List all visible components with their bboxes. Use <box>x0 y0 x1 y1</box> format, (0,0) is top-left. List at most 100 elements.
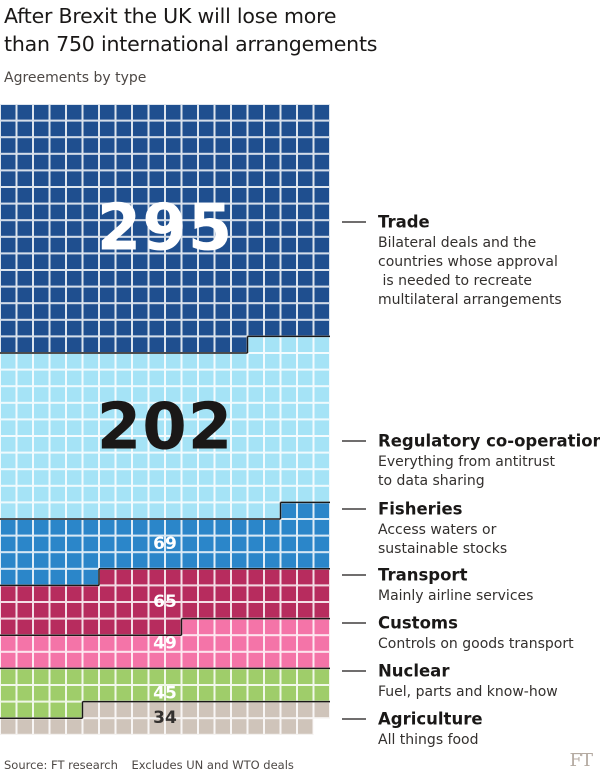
waffle-cell-trade <box>198 319 215 337</box>
waffle-cell-trade <box>132 303 149 320</box>
waffle-cell-fisheries <box>247 552 264 569</box>
waffle-cell-trade <box>198 303 215 320</box>
category-name: Customs <box>378 614 458 633</box>
waffle-cell-trade <box>16 120 33 138</box>
waffle-cell-regulatory-co-operation <box>198 485 215 503</box>
waffle-cell-transport <box>231 568 248 586</box>
waffle-cell-fisheries <box>132 552 149 569</box>
waffle-cell-transport <box>132 585 149 602</box>
waffle-cell-regulatory-co-operation <box>264 369 281 387</box>
waffle-cell-transport <box>0 585 17 602</box>
waffle-cell-regulatory-co-operation <box>33 502 50 519</box>
waffle-cell-regulatory-co-operation <box>49 402 66 420</box>
waffle-cell-agriculture <box>198 718 215 735</box>
waffle-cell-trade <box>115 170 132 187</box>
waffle-cell-nuclear <box>148 685 165 702</box>
waffle-cell-agriculture <box>16 718 33 735</box>
waffle-cell-regulatory-co-operation <box>181 452 198 470</box>
waffle-cell-regulatory-co-operation <box>0 485 17 503</box>
waffle-cell-trade <box>49 336 66 353</box>
waffle-cell-trade <box>247 187 264 204</box>
waffle-cell-agriculture <box>66 718 83 735</box>
waffle-cell-agriculture <box>82 701 99 719</box>
waffle-cell-nuclear <box>231 668 248 685</box>
waffle-cell-transport <box>0 602 17 619</box>
waffle-cell-trade <box>264 153 281 171</box>
waffle-cell-fisheries <box>49 519 66 536</box>
waffle-cell-agriculture <box>148 718 165 735</box>
waffle-cell-regulatory-co-operation <box>132 353 149 370</box>
waffle-cell-regulatory-co-operation <box>132 485 149 503</box>
waffle-cell-regulatory-co-operation <box>99 485 116 503</box>
waffle-cell-transport <box>16 585 33 602</box>
waffle-cell-regulatory-co-operation <box>198 502 215 519</box>
waffle-cell-agriculture <box>231 701 248 719</box>
waffle-cell-trade <box>33 203 50 221</box>
waffle-cell-nuclear <box>33 701 50 719</box>
waffle-cell-regulatory-co-operation <box>264 436 281 453</box>
waffle-cell-regulatory-co-operation <box>16 502 33 519</box>
waffle-cell-trade <box>148 153 165 171</box>
waffle-cell-trade <box>214 120 231 138</box>
waffle-cell-transport <box>132 568 149 586</box>
waffle-cell-transport <box>214 585 231 602</box>
waffle-cell-customs <box>0 635 17 652</box>
waffle-cell-trade <box>0 203 17 221</box>
waffle-cell-nuclear <box>82 668 99 685</box>
waffle-grid <box>0 104 330 735</box>
waffle-cell-trade <box>132 104 149 121</box>
waffle-cell-fisheries <box>231 535 248 553</box>
waffle-cell-transport <box>280 568 297 586</box>
waffle-cell-agriculture <box>181 701 198 719</box>
waffle-cell-trade <box>198 253 215 270</box>
waffle-cell-nuclear <box>297 668 314 685</box>
waffle-cell-customs <box>264 618 281 636</box>
waffle-cell-transport <box>165 568 182 586</box>
waffle-cell-regulatory-co-operation <box>181 369 198 387</box>
waffle-cell-trade <box>247 153 264 171</box>
waffle-cell-agriculture <box>231 718 248 735</box>
waffle-cell-transport <box>82 618 99 636</box>
waffle-cell-trade <box>132 253 149 270</box>
waffle-cell-customs <box>115 635 132 652</box>
waffle-cell-regulatory-co-operation <box>49 419 66 436</box>
waffle-cell-regulatory-co-operation <box>132 402 149 420</box>
waffle-cell-trade <box>264 120 281 138</box>
waffle-cell-regulatory-co-operation <box>280 436 297 453</box>
waffle-cell-trade <box>181 270 198 287</box>
waffle-cell-regulatory-co-operation <box>0 436 17 453</box>
waffle-cell-nuclear <box>132 668 149 685</box>
waffle-cell-customs <box>132 635 149 652</box>
waffle-cell-regulatory-co-operation <box>165 353 182 370</box>
waffle-cells <box>0 104 330 735</box>
waffle-cell-regulatory-co-operation <box>66 386 83 403</box>
waffle-cell-customs <box>280 651 297 669</box>
waffle-cell-regulatory-co-operation <box>16 353 33 370</box>
waffle-cell-regulatory-co-operation <box>264 386 281 403</box>
waffle-cell-trade <box>99 220 116 237</box>
waffle-cell-trade <box>66 137 83 154</box>
waffle-cell-trade <box>66 187 83 204</box>
waffle-cell-regulatory-co-operation <box>231 386 248 403</box>
waffle-cell-transport <box>264 602 281 619</box>
waffle-cell-regulatory-co-operation <box>33 369 50 387</box>
waffle-cell-trade <box>0 319 17 337</box>
waffle-cell-transport <box>181 602 198 619</box>
waffle-cell-regulatory-co-operation <box>247 336 264 353</box>
waffle-cell-regulatory-co-operation <box>66 419 83 436</box>
waffle-cell-customs <box>99 651 116 669</box>
waffle-cell-transport <box>16 602 33 619</box>
waffle-cell-trade <box>99 187 116 204</box>
waffle-cell-fisheries <box>115 535 132 553</box>
waffle-cell-trade <box>82 104 99 121</box>
waffle-cell-regulatory-co-operation <box>280 353 297 370</box>
waffle-cell-fisheries <box>49 552 66 569</box>
waffle-cell-trade <box>165 270 182 287</box>
waffle-cell-trade <box>165 153 182 171</box>
waffle-cell-customs <box>181 651 198 669</box>
waffle-cell-regulatory-co-operation <box>16 369 33 387</box>
waffle-cell-trade <box>231 220 248 237</box>
waffle-cell-trade <box>313 270 330 287</box>
waffle-cell-trade <box>0 137 17 154</box>
waffle-cell-regulatory-co-operation <box>165 485 182 503</box>
